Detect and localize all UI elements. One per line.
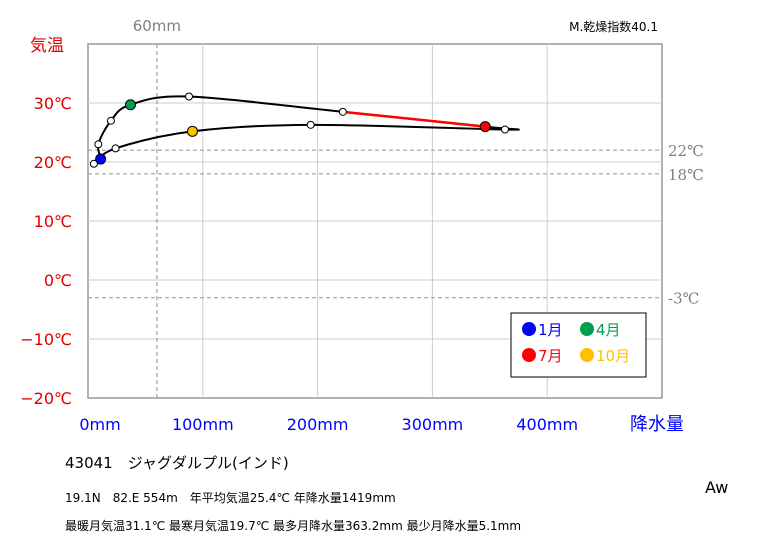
station-summary-line2: 最暖月気温31.1℃ 最寒月気温19.7℃ 最多月降水量363.2mm 最少月降… (65, 519, 522, 533)
month-point-3 (106, 116, 115, 125)
legend-label-7: 7月 (538, 347, 563, 365)
month-point-5 (185, 92, 194, 101)
legend-marker-1 (522, 322, 536, 336)
reference-label-horizontal: 22℃ (668, 142, 704, 160)
y-tick-label: 10℃ (34, 212, 72, 231)
x-tick-label: 400mm (516, 415, 578, 434)
legend-marker-10 (580, 348, 594, 362)
month-point-2 (94, 140, 103, 149)
station-name: 43041 ジャグダルプル(インド) (65, 454, 289, 472)
legend-marker-4 (580, 322, 594, 336)
legend-label-1: 1月 (538, 321, 563, 339)
x-tick-label: 0mm (79, 415, 120, 434)
dryness-index-label: M.乾燥指数40.1 (569, 19, 658, 34)
month-point-6 (338, 107, 347, 116)
climate-class: Aw (705, 478, 729, 497)
month-point-4 (124, 99, 136, 111)
x-tick-label: 300mm (402, 415, 464, 434)
legend-label-4: 4月 (596, 321, 621, 339)
y-tick-label: −20℃ (20, 389, 72, 408)
month-point-1 (95, 153, 107, 165)
x-tick-label: 200mm (287, 415, 349, 434)
y-tick-label: −10℃ (20, 330, 72, 349)
reference-label-vertical: 60mm (133, 17, 181, 35)
month-point-10 (186, 125, 198, 137)
legend-label-10: 10月 (596, 347, 630, 365)
highlight-segment (342, 110, 486, 128)
month-point-8 (500, 125, 509, 134)
y-tick-label: 0℃ (44, 271, 72, 290)
month-point-7 (479, 121, 491, 133)
month-point-9 (306, 120, 315, 129)
y-tick-label: 20℃ (34, 153, 72, 172)
x-tick-label: 100mm (172, 415, 234, 434)
station-summary-line1: 19.1N 82.E 554m 年平均気温25.4℃ 年降水量1419mm (65, 491, 396, 505)
reference-label-horizontal: -3℃ (668, 290, 699, 308)
y-axis-label: 気温 (30, 36, 64, 56)
y-tick-label: 30℃ (34, 94, 72, 113)
month-point-11 (111, 144, 120, 153)
x-axis-label: 降水量 (630, 414, 684, 435)
month-point-12 (89, 159, 98, 168)
legend-marker-7 (522, 348, 536, 362)
reference-label-horizontal: 18℃ (668, 166, 704, 184)
